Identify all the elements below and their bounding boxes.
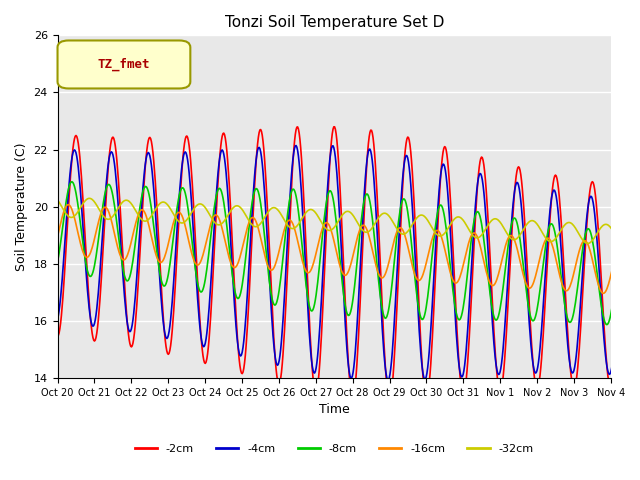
Legend: -2cm, -4cm, -8cm, -16cm, -32cm: -2cm, -4cm, -8cm, -16cm, -32cm bbox=[131, 439, 538, 458]
-8cm bbox=[448, 275, 456, 281]
-16cm bbox=[262, 255, 269, 261]
FancyBboxPatch shape bbox=[58, 40, 190, 88]
-2cm bbox=[449, 232, 456, 238]
-8cm bbox=[415, 304, 422, 310]
-2cm bbox=[54, 334, 61, 339]
Title: Tonzi Soil Temperature Set D: Tonzi Soil Temperature Set D bbox=[225, 15, 444, 30]
-32cm bbox=[85, 195, 93, 201]
-4cm bbox=[385, 377, 392, 383]
-32cm bbox=[448, 220, 456, 226]
-32cm bbox=[232, 203, 240, 209]
-16cm bbox=[54, 234, 61, 240]
-32cm bbox=[262, 214, 269, 219]
-8cm bbox=[284, 211, 291, 216]
-4cm bbox=[232, 314, 239, 320]
-32cm bbox=[415, 214, 422, 219]
Line: -8cm: -8cm bbox=[58, 182, 640, 327]
-16cm bbox=[284, 218, 291, 224]
-4cm bbox=[283, 250, 291, 255]
-8cm bbox=[68, 179, 76, 185]
-16cm bbox=[232, 264, 240, 270]
-16cm bbox=[124, 252, 131, 258]
-2cm bbox=[283, 281, 291, 287]
-4cm bbox=[415, 328, 423, 334]
Line: -2cm: -2cm bbox=[58, 127, 640, 399]
Y-axis label: Soil Temperature (C): Soil Temperature (C) bbox=[15, 143, 28, 271]
-32cm bbox=[124, 198, 131, 204]
-16cm bbox=[636, 293, 640, 299]
Text: TZ_fmet: TZ_fmet bbox=[98, 58, 150, 71]
Line: -4cm: -4cm bbox=[58, 145, 640, 380]
-2cm bbox=[385, 396, 393, 402]
-4cm bbox=[54, 316, 61, 322]
-2cm bbox=[123, 314, 131, 320]
-32cm bbox=[54, 197, 61, 203]
-4cm bbox=[292, 143, 300, 148]
-4cm bbox=[123, 316, 131, 322]
-32cm bbox=[621, 242, 628, 248]
-16cm bbox=[65, 202, 72, 207]
-16cm bbox=[415, 277, 422, 283]
-8cm bbox=[232, 293, 240, 299]
Line: -16cm: -16cm bbox=[58, 204, 640, 296]
-4cm bbox=[260, 189, 268, 195]
-8cm bbox=[54, 259, 61, 265]
X-axis label: Time: Time bbox=[319, 403, 349, 417]
-8cm bbox=[124, 278, 131, 284]
-32cm bbox=[284, 222, 291, 228]
-2cm bbox=[232, 299, 239, 305]
-16cm bbox=[448, 274, 456, 279]
-2cm bbox=[331, 124, 339, 130]
Line: -32cm: -32cm bbox=[58, 198, 640, 245]
-2cm bbox=[260, 156, 268, 161]
-8cm bbox=[262, 241, 269, 247]
-4cm bbox=[449, 264, 456, 269]
-2cm bbox=[415, 310, 423, 315]
